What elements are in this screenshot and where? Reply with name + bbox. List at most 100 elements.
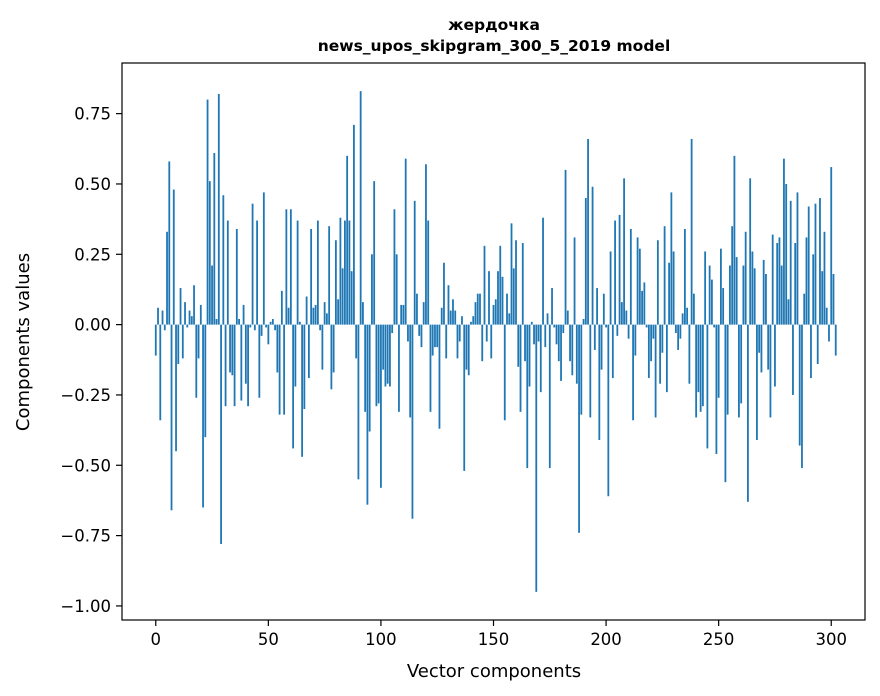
bar-260 [740,324,743,404]
bar-56 [280,290,283,325]
bar-277 [778,237,781,325]
bar-22 [204,324,207,438]
bar-136 [461,316,463,325]
bar-155 [503,324,506,421]
bar-194 [591,186,594,325]
bar-141 [472,316,475,325]
bar-96 [371,254,373,325]
bar-233 [679,324,682,339]
bar-40 [244,324,247,384]
bar-106 [393,209,396,325]
bar-265 [751,251,754,325]
bar-55 [278,324,281,415]
bar-248 [713,324,716,328]
bar-172 [542,217,544,325]
bar-189 [580,324,583,415]
bar-298 [825,307,828,325]
bar-175 [548,324,551,469]
bar-34 [231,324,234,376]
bar-231 [674,324,677,334]
bar-29 [220,324,222,545]
y-axis-label: Components values [13,253,34,431]
bar-158 [510,223,513,325]
bar-264 [749,178,752,325]
bar-8 [172,189,175,325]
bar-168 [533,324,535,345]
bar-143 [476,293,479,325]
bar-58 [285,209,288,325]
bar-210 [627,324,630,339]
y-tick-label: −0.75 [60,527,111,546]
bar-177 [553,324,556,328]
bar-132 [452,299,454,325]
bar-294 [816,324,819,364]
bar-111 [404,158,407,325]
bar-110 [402,304,405,325]
bar-0 [154,324,157,356]
bar-201 [607,324,610,497]
bar-228 [668,262,671,325]
x-tick-label: 0 [151,630,162,649]
bar-275 [774,324,776,387]
bar-50 [267,324,270,345]
bar-59 [287,307,290,325]
bar-78 [330,324,333,390]
bar-287 [801,324,803,469]
bar-183 [566,310,569,325]
bar-251 [720,248,722,325]
bar-76 [325,313,328,325]
bar-13 [184,302,186,325]
bar-284 [794,243,797,325]
bar-38 [240,324,243,401]
bar-295 [819,198,821,325]
bar-180 [560,324,562,381]
bar-75 [323,302,326,325]
bar-126 [438,324,441,429]
bar-282 [789,200,792,325]
bar-190 [582,318,585,325]
bar-19 [197,324,200,359]
bar-150 [492,304,495,325]
y-tick-label: −1.00 [60,597,111,616]
x-tick-label: 50 [258,630,279,649]
bar-218 [645,324,648,328]
bar-65 [301,324,304,457]
bar-17 [193,285,195,325]
bar-157 [508,313,511,325]
bar-10 [177,324,180,364]
bar-82 [339,217,342,325]
bar-165 [526,324,529,469]
bar-176 [551,288,553,325]
bar-145 [481,324,484,362]
bar-130 [447,285,450,325]
bar-15 [188,310,191,325]
x-tick-label: 150 [478,630,510,649]
bar-64 [298,321,301,325]
bar-237 [688,324,691,384]
bar-79 [332,324,335,373]
bar-220 [650,324,653,362]
bar-62 [294,324,297,387]
x-tick-label: 200 [590,630,622,649]
bar-227 [665,324,668,393]
bar-196 [596,288,598,325]
bar-107 [395,254,398,325]
bar-85 [346,155,349,325]
bar-53 [274,324,276,331]
bar-197 [598,324,601,440]
bar-80 [334,240,337,325]
bar-247 [711,279,713,325]
bar-118 [420,324,423,348]
bar-160 [515,240,517,325]
bar-206 [618,214,621,325]
bar-51 [269,321,272,325]
y-tick-label: 0.50 [74,175,111,194]
bar-30 [222,195,225,325]
bar-73 [319,324,322,331]
chart-title-line2: news_upos_skipgram_300_5_2019 model [318,37,671,55]
bar-272 [767,324,770,370]
bar-94 [366,324,369,505]
bar-268 [758,324,761,353]
y-axis-ticks: 0.75 0.50 0.25 0.00 −0.25 −0.50 −0.75 −1.00 [60,105,122,616]
bar-234 [681,313,684,325]
